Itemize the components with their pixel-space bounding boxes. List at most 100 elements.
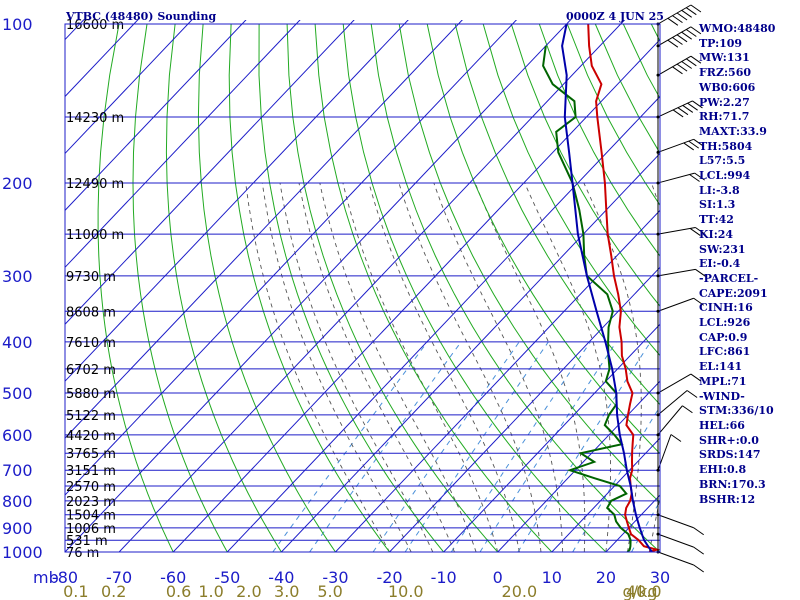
moist-adiabat-line [524,182,611,552]
chart-time: 0000Z 4 JUN 25 [566,10,664,23]
isotherm-line [334,209,660,552]
wind-barb [656,26,702,48]
temperature-tick-label: 0 [493,568,503,587]
wind-barb-flag [693,297,704,306]
wind-barb-flag [690,26,702,35]
isotherm-line [551,437,660,552]
stability-index: RH:71.7 [699,110,750,124]
dry-adiabat-line [510,23,660,307]
wind-barb-flag [672,37,683,45]
wind-barb-flag [681,31,692,40]
dewpoint-line [542,45,632,552]
moist-adiabat-line [433,182,564,552]
wind-barb-shaft [657,297,694,312]
wind-barb-dot [656,513,660,517]
height-label: 7610 m [66,336,116,351]
wind-barb-shaft [657,227,696,235]
isotherm-line [0,12,37,563]
wind-barb-flag [686,390,698,398]
wind-barb-flag [667,17,679,26]
isotherm-line [388,266,660,552]
wind-barb-flag [681,61,692,69]
wind-barb-shaft [657,373,692,394]
stability-index: PW:2.27 [699,95,750,109]
temperature-tick-label: -40 [268,568,294,587]
dry-adiabat-line [165,23,282,552]
wind-barb [656,390,698,417]
temperature-tick-label: 30 [650,568,670,587]
pressure-tick-label: 700 [2,461,33,480]
wind-barb-flag [672,15,683,24]
wind-barb [656,513,704,536]
dry-adiabat-line [286,23,499,552]
wind-barb-dot [656,468,660,472]
wind-barb-shaft [657,551,694,566]
wind-barb-dot [656,391,660,395]
dry-adiabat-line [538,23,660,257]
stability-index: STM:336/10 [699,404,774,418]
mixing-ratio-label: 10.0 [388,582,424,600]
dry-adiabat-line [197,23,337,552]
stability-index: KI:24 [699,227,734,241]
wind-barb-shaft [657,26,692,47]
temperature-tick-label: -50 [214,568,240,587]
wind-barb-flag [692,100,703,109]
pressure-tick-label: 500 [2,384,33,403]
stability-index: MPL:71 [699,374,747,388]
mixing-ratio-label: 40.0 [626,582,662,600]
stability-index: LCL:926 [699,316,751,330]
chart-title: VTBC (48480) Sounding [65,10,216,23]
height-label: 14230 m [66,111,124,126]
height-label: 2023 m [66,495,116,510]
temperature-tick-label: 10 [542,568,562,587]
pressure-tick-label: 600 [2,426,33,445]
isotherm-line [118,20,626,552]
stability-index: LFC:861 [699,345,751,359]
isotherm-line [280,152,660,552]
wind-barb-flag [682,405,693,414]
isotherm-line [172,38,660,552]
stability-index: SRDS:147 [699,448,761,462]
stability-index: BRN:170.3 [699,477,766,491]
stability-index: -PARCEL- [699,271,759,285]
height-label: 531 m [66,534,108,549]
stability-index: SW:231 [699,242,746,256]
stability-index: TH:5804 [699,139,753,153]
profile-series [542,23,660,552]
wind-barb-shaft [657,4,692,25]
wind-barb [656,227,706,236]
dry-adiabat-line [132,23,228,552]
pressure-tick-label: 800 [2,492,33,511]
wind-barb-flag [672,109,684,118]
height-label: 4420 m [66,429,116,444]
wind-barb [656,297,704,313]
pressure-tick-label: 200 [2,174,33,193]
height-label: 1006 m [66,522,116,537]
isotherm-line [65,20,247,212]
dry-adiabat-line [454,23,660,406]
mixing-ratio-line [309,341,462,552]
mixing-ratio-label: 2.0 [236,582,261,600]
isotherm-line [65,20,463,439]
stability-indices-panel: WMO:48480 TP:109 MW:131 FRZ:560 WB0:606 PW:2.… [699,22,799,507]
moist-adiabat-line [583,182,642,552]
wind-barb-shaft [657,55,692,76]
pressure-tick-label: 300 [2,267,33,286]
height-label: 6702 m [66,363,116,378]
pressure-tick-label: 100 [2,15,33,34]
isotherm-line [226,95,660,552]
wind-barb [656,268,706,278]
wind-barb-flag [689,174,700,182]
isotherm-line [65,20,517,496]
wind-barb-flag [690,4,702,13]
height-label: 76 m [66,546,99,561]
wind-barb-flag [693,564,704,573]
wind-barb-dot [656,73,660,77]
mixing-ratio-line [372,341,520,552]
wind-barb-flag [687,102,698,111]
moist-adiabat-line [342,182,499,552]
temperature-tick-label: 20 [596,568,616,587]
wind-barb-flag [694,172,705,181]
wind-barb-dot [656,413,660,417]
wind-barb [656,373,702,395]
